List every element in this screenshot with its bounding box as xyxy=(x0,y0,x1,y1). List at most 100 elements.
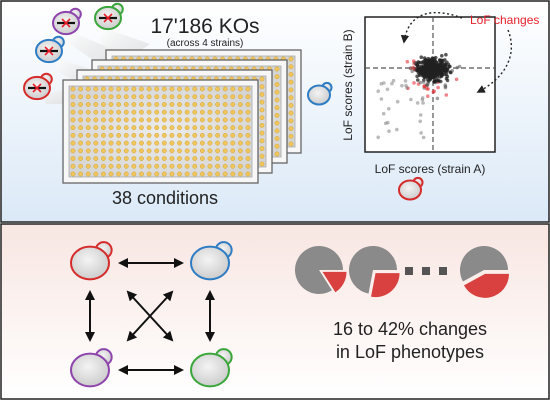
scatter-point xyxy=(421,135,426,140)
scatter-frame xyxy=(364,16,496,153)
scatter-point xyxy=(421,101,425,105)
pie-chart-3 xyxy=(460,246,509,298)
ko-strain-cell-2 xyxy=(94,2,124,31)
pie-unchanged-slice xyxy=(349,246,397,294)
pie-chart-1 xyxy=(295,246,347,294)
scatter-point xyxy=(444,93,449,97)
summary-line1: 16 to 42% changes xyxy=(333,319,487,339)
axis-cell-strain-b xyxy=(307,81,333,106)
scatter-point xyxy=(457,64,462,69)
scatter-point xyxy=(376,135,381,140)
scatter-point xyxy=(412,81,416,85)
scatter-point xyxy=(418,113,423,117)
scatter-ylabel: LoF scores (strain B) xyxy=(341,29,355,140)
scatter-points xyxy=(376,52,462,140)
scatter-point xyxy=(439,73,444,78)
network-arrow xyxy=(126,290,174,342)
scatter-point xyxy=(424,62,429,66)
pie-changed-slice xyxy=(463,273,509,298)
scatter-point xyxy=(443,68,447,72)
scatter-point xyxy=(415,101,420,105)
scatter-point xyxy=(439,59,444,63)
scatter-point xyxy=(426,87,430,91)
scatter-point xyxy=(418,80,423,85)
scatter-point xyxy=(418,119,423,124)
lof-arrow-right xyxy=(476,29,513,93)
scatter-point xyxy=(440,54,444,58)
scatter-point xyxy=(426,56,431,61)
scatter-point xyxy=(427,79,431,83)
conditions-text: 38 conditions xyxy=(112,188,218,208)
scatter-point xyxy=(422,66,426,70)
axis-strain-cells xyxy=(307,81,424,201)
scatter-point xyxy=(426,66,431,70)
scatter-point xyxy=(385,87,390,92)
scatter-point xyxy=(417,68,422,72)
pie-unchanged-slice xyxy=(460,246,508,282)
scatter-xlabel: LoF scores (strain A) xyxy=(375,162,486,176)
scatter-point xyxy=(434,79,438,83)
network-cell-blue xyxy=(190,241,233,281)
scatter-point xyxy=(421,60,425,65)
scatter-point xyxy=(454,77,459,82)
lof-arrow-left xyxy=(400,11,463,44)
scatter-point xyxy=(435,96,440,101)
pie-chart-2 xyxy=(349,246,400,298)
scatter-point xyxy=(381,111,386,116)
scatter-point xyxy=(426,82,430,87)
scatter-point xyxy=(431,90,436,94)
scatter-point xyxy=(404,83,408,88)
scatter-point xyxy=(421,80,426,84)
plate-wells xyxy=(70,86,251,177)
scatter-point xyxy=(435,72,440,76)
network-cell-green xyxy=(190,348,233,388)
pie-unchanged-slice xyxy=(295,246,343,294)
ko-subtitle-text: (across 4 strains) xyxy=(167,38,244,49)
scatter-point xyxy=(416,78,420,82)
scatter-point xyxy=(415,74,419,79)
scatter-point xyxy=(395,99,400,104)
scatter-point xyxy=(408,66,413,70)
scatter-point xyxy=(429,59,433,63)
network-cell-purple xyxy=(70,348,113,388)
scatter-point xyxy=(435,66,440,70)
network-cell-red xyxy=(70,241,113,281)
scatter-point xyxy=(443,84,448,89)
scatter-point xyxy=(395,127,399,132)
scatter-point xyxy=(436,85,440,90)
ellipsis-dots xyxy=(405,267,447,275)
scatter-point xyxy=(405,59,410,64)
scatter-point xyxy=(390,81,394,86)
scatter-point xyxy=(422,84,427,89)
pie-changed-slice xyxy=(371,273,400,298)
scatter-point xyxy=(435,75,439,80)
strain-cells xyxy=(23,2,124,101)
scatter-point xyxy=(426,70,431,75)
scatter-point xyxy=(429,62,433,66)
scatter-point xyxy=(419,131,423,135)
scatter-point xyxy=(432,61,436,66)
scatter-point xyxy=(441,64,446,69)
scatter-point xyxy=(417,65,421,69)
scatter-point xyxy=(387,107,391,111)
scatter-plot xyxy=(364,16,496,153)
scatter-point xyxy=(438,70,443,74)
scatter-point xyxy=(419,55,424,59)
scatter-point xyxy=(444,52,448,57)
lof-changes-label: LoF changes xyxy=(470,13,539,27)
scatter-point xyxy=(426,94,430,98)
ko-strain-cell-1 xyxy=(52,7,82,36)
pie-changed-slice xyxy=(322,271,347,293)
scatter-point xyxy=(446,62,451,67)
axis-cell-strain-a xyxy=(398,176,424,201)
scatter-point xyxy=(387,129,391,133)
scatter-point xyxy=(420,96,425,100)
scatter-point xyxy=(379,97,384,101)
scatter-point xyxy=(419,70,424,75)
summary-line2: in LoF phenotypes xyxy=(336,342,484,362)
scatter-point xyxy=(391,78,396,83)
scatter-point xyxy=(379,82,384,86)
ko-count-text: 17'186 KOs xyxy=(150,15,259,38)
